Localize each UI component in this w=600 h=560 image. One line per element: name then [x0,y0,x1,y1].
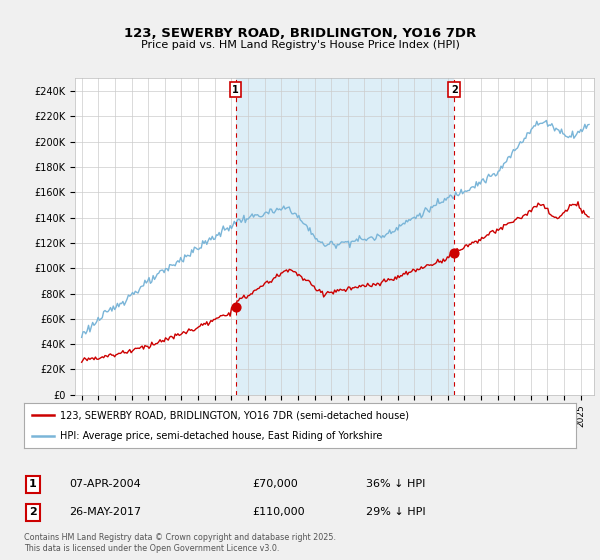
Text: 29% ↓ HPI: 29% ↓ HPI [366,507,425,517]
Text: Contains HM Land Registry data © Crown copyright and database right 2025.
This d: Contains HM Land Registry data © Crown c… [24,534,336,553]
Text: 1: 1 [29,479,37,489]
Point [231,302,241,311]
Bar [236,78,454,395]
Text: £70,000: £70,000 [252,479,298,489]
Text: 1: 1 [232,85,239,95]
Text: 2: 2 [451,85,458,95]
Point [449,249,459,258]
Text: Price paid vs. HM Land Registry's House Price Index (HPI): Price paid vs. HM Land Registry's House … [140,40,460,50]
Text: £110,000: £110,000 [252,507,305,517]
Text: 07-APR-2004: 07-APR-2004 [69,479,141,489]
Text: HPI: Average price, semi-detached house, East Riding of Yorkshire: HPI: Average price, semi-detached house,… [60,431,382,441]
Text: 36% ↓ HPI: 36% ↓ HPI [366,479,425,489]
Text: 123, SEWERBY ROAD, BRIDLINGTON, YO16 7DR: 123, SEWERBY ROAD, BRIDLINGTON, YO16 7DR [124,27,476,40]
Text: 26-MAY-2017: 26-MAY-2017 [69,507,141,517]
Text: 123, SEWERBY ROAD, BRIDLINGTON, YO16 7DR (semi-detached house): 123, SEWERBY ROAD, BRIDLINGTON, YO16 7DR… [60,410,409,421]
Text: 2: 2 [29,507,37,517]
